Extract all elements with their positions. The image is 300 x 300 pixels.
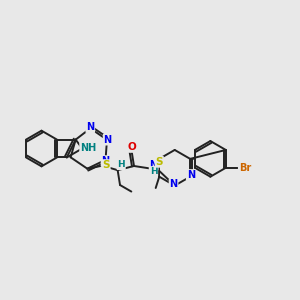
Text: N: N — [187, 170, 195, 180]
Text: H: H — [117, 160, 125, 169]
Text: N: N — [86, 122, 94, 132]
Text: S: S — [155, 157, 163, 167]
Text: N: N — [149, 160, 158, 170]
Text: S: S — [102, 160, 110, 170]
Text: N: N — [103, 135, 112, 145]
Text: H: H — [150, 167, 158, 176]
Text: O: O — [127, 142, 136, 152]
Text: N: N — [169, 179, 178, 189]
Text: Br: Br — [239, 163, 251, 173]
Text: N: N — [101, 156, 110, 166]
Text: NH: NH — [80, 143, 96, 153]
